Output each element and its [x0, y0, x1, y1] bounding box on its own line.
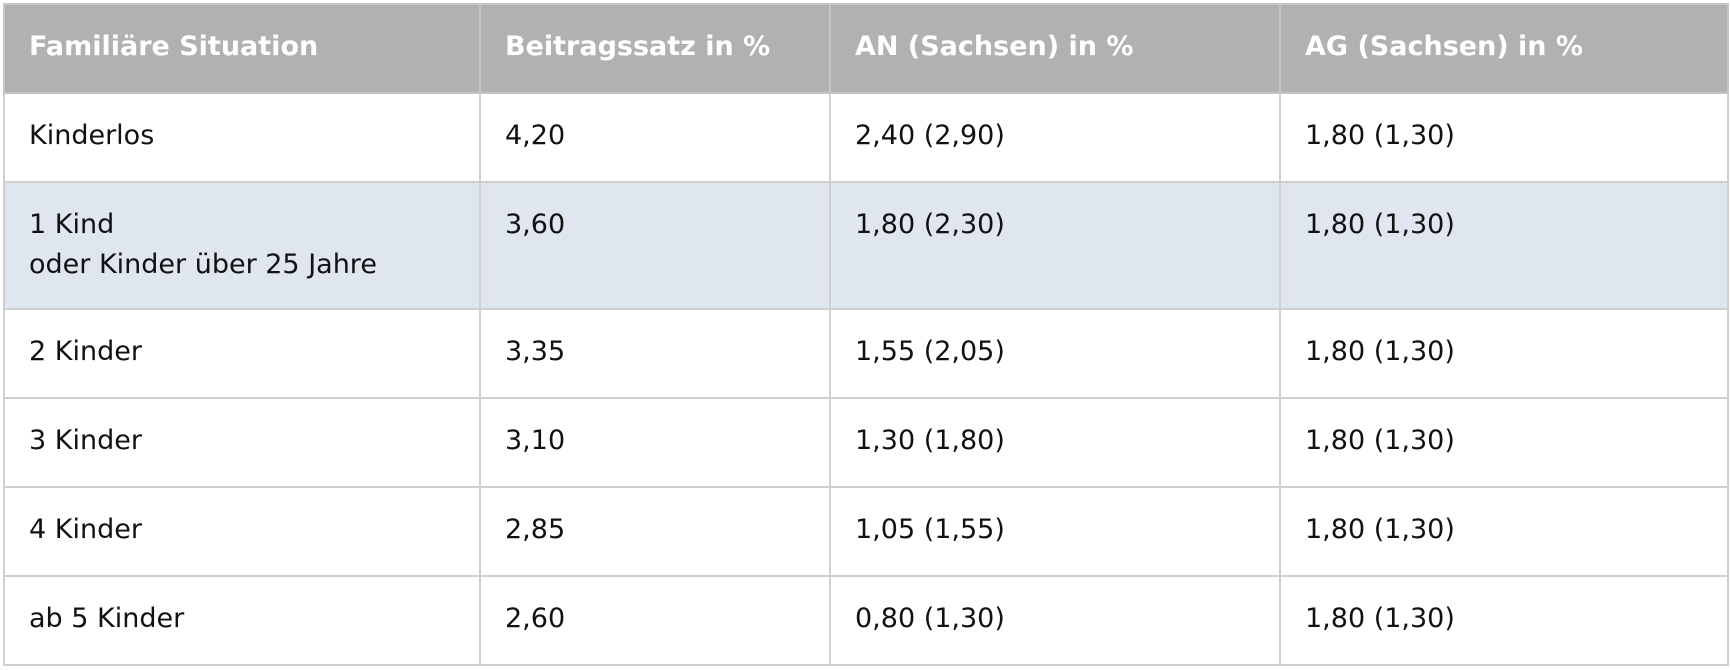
- table-cell: ab 5 Kinder: [3, 575, 481, 666]
- table-cell: 1 Kind oder Kinder über 25 Jahre: [3, 181, 481, 310]
- header-cell: Familiäre Situation: [3, 3, 481, 94]
- table-cell: 1,80 (1,30): [1279, 308, 1729, 399]
- table-cell: 0,80 (1,30): [829, 575, 1281, 666]
- table-cell: 2,85: [479, 486, 831, 577]
- table-cell: 1,80 (1,30): [1279, 397, 1729, 488]
- table-row: 1 Kind oder Kinder über 25 Jahre 3,60 1,80…: [3, 181, 1729, 310]
- table-cell: 1,80 (1,30): [1279, 181, 1729, 310]
- table-cell: 1,80 (1,30): [1279, 486, 1729, 577]
- table-cell: 1,30 (1,80): [829, 397, 1281, 488]
- header-row: Familiäre Situation Beitragssatz in % AN (…: [3, 3, 1729, 94]
- table-row: 3 Kinder 3,10 1,30 (1,80) 1,80 (1,30): [3, 397, 1729, 488]
- table-cell: 1,80 (2,30): [829, 181, 1281, 310]
- table-row: 4 Kinder 2,85 1,05 (1,55) 1,80 (1,30): [3, 486, 1729, 577]
- header-cell: AN (Sachsen) in %: [829, 3, 1281, 94]
- table-row: Kinderlos 4,20 2,40 (2,90) 1,80 (1,30): [3, 92, 1729, 183]
- table-cell: 2,60: [479, 575, 831, 666]
- table-cell: 1,80 (1,30): [1279, 92, 1729, 183]
- table-cell: 2 Kinder: [3, 308, 481, 399]
- header-cell: Beitragssatz in %: [479, 3, 831, 94]
- table-cell: 1,80 (1,30): [1279, 575, 1729, 666]
- table-cell: 3 Kinder: [3, 397, 481, 488]
- table-cell: 3,60: [479, 181, 831, 310]
- table-body: Kinderlos 4,20 2,40 (2,90) 1,80 (1,30) 1 Kin…: [3, 92, 1729, 666]
- table-row: ab 5 Kinder 2,60 0,80 (1,30) 1,80 (1,30): [3, 575, 1729, 666]
- table-cell: 2,40 (2,90): [829, 92, 1281, 183]
- table-cell: 4 Kinder: [3, 486, 481, 577]
- table-row: 2 Kinder 3,35 1,55 (2,05) 1,80 (1,30): [3, 308, 1729, 399]
- table-cell: 3,35: [479, 308, 831, 399]
- header-cell: AG (Sachsen) in %: [1279, 3, 1729, 94]
- table-cell: 1,05 (1,55): [829, 486, 1281, 577]
- contribution-table: Familiäre Situation Beitragssatz in % AN (…: [3, 3, 1729, 666]
- table-cell: Kinderlos: [3, 92, 481, 183]
- table-cell: 1,55 (2,05): [829, 308, 1281, 399]
- table-cell: 4,20: [479, 92, 831, 183]
- table-cell: 3,10: [479, 397, 831, 488]
